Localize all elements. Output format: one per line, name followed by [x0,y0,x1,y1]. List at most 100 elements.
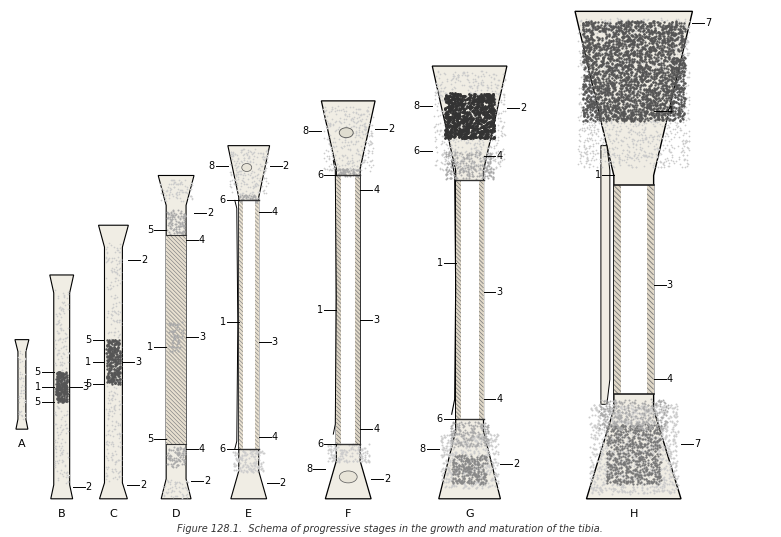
Point [458,125,471,133]
Point [615,65,627,74]
Point [647,133,659,142]
Point [236,452,248,460]
Point [469,150,482,158]
Point [106,361,119,370]
Point [608,404,621,413]
Point [628,38,640,46]
Point [654,149,666,157]
Point [109,248,121,257]
Point [362,457,375,466]
Point [444,473,457,481]
Point [444,450,457,459]
Point [451,96,463,105]
Point [628,426,640,435]
Point [227,175,240,184]
Point [584,118,597,127]
Point [59,478,72,487]
Point [462,99,474,108]
Point [662,444,674,452]
Point [470,474,483,483]
Point [477,433,490,441]
Point [261,150,273,159]
Point [451,89,464,98]
Point [672,68,685,76]
Point [483,150,496,159]
Point [436,96,448,104]
Point [104,366,116,375]
Point [356,130,369,139]
Point [17,385,30,394]
Point [467,114,480,122]
Point [350,123,362,132]
Point [483,98,495,107]
Point [497,90,509,98]
Point [428,122,440,131]
Point [446,482,458,491]
Point [640,28,652,37]
Point [454,108,466,117]
Point [109,344,122,353]
Point [637,412,649,421]
Point [644,478,657,487]
Point [457,165,469,173]
Point [480,165,492,174]
Point [232,155,244,163]
Point [105,307,118,315]
Point [583,75,596,84]
Point [59,379,71,387]
Point [608,466,621,475]
Point [657,160,669,169]
Point [602,85,615,93]
Point [597,114,609,123]
Point [631,82,644,90]
Point [636,113,648,122]
Point [475,130,487,139]
Point [638,45,651,53]
Point [636,64,648,73]
Point [641,62,654,70]
Point [643,29,655,38]
Point [614,423,626,432]
Point [102,409,114,417]
Point [462,110,474,118]
Point [326,456,339,465]
Point [598,35,611,43]
Point [448,95,460,104]
Point [608,30,621,38]
Point [604,451,617,460]
Point [112,375,125,384]
Point [241,164,254,172]
Point [634,64,647,72]
Point [611,443,623,452]
Point [675,18,687,26]
Point [317,148,330,157]
Point [337,151,349,160]
Point [638,54,651,63]
Point [609,103,622,112]
Point [166,487,178,495]
Point [647,104,660,112]
Point [630,86,643,95]
Point [665,24,678,33]
Point [467,440,480,449]
Point [55,394,68,402]
Point [108,354,120,363]
Point [436,476,448,484]
Point [634,426,647,435]
Point [168,487,180,495]
Point [239,148,251,157]
Point [105,338,117,346]
Point [620,38,633,47]
Point [583,54,595,62]
Point [52,329,64,338]
Point [112,369,124,378]
Point [480,126,493,134]
Point [633,34,645,42]
Point [453,419,465,427]
Point [640,436,652,444]
Point [607,112,619,120]
Point [455,128,467,137]
Point [177,329,189,338]
Point [631,77,644,86]
Point [631,31,644,40]
